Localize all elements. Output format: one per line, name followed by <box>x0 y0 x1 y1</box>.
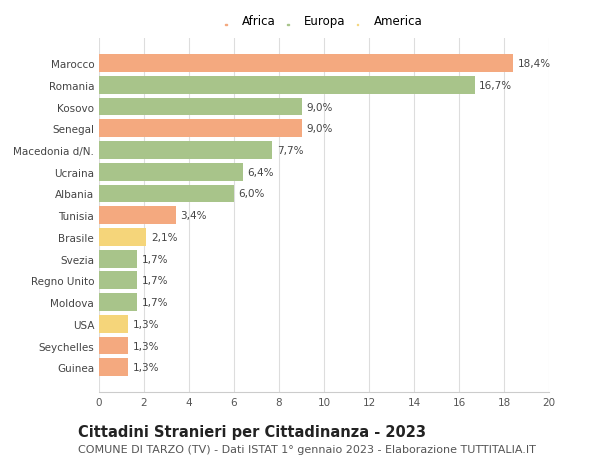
Bar <box>99 55 513 73</box>
Text: 1,7%: 1,7% <box>142 297 168 308</box>
Text: 9,0%: 9,0% <box>306 124 332 134</box>
Text: COMUNE DI TARZO (TV) - Dati ISTAT 1° gennaio 2023 - Elaborazione TUTTITALIA.IT: COMUNE DI TARZO (TV) - Dati ISTAT 1° gen… <box>78 444 536 454</box>
Text: 1,3%: 1,3% <box>133 341 159 351</box>
Bar <box>99 185 234 203</box>
Text: 7,7%: 7,7% <box>277 146 303 156</box>
Bar <box>99 98 302 116</box>
Text: Cittadini Stranieri per Cittadinanza - 2023: Cittadini Stranieri per Cittadinanza - 2… <box>78 425 426 440</box>
Bar <box>99 337 128 355</box>
Legend: Africa, Europa, America: Africa, Europa, America <box>226 15 422 28</box>
Bar <box>99 77 475 95</box>
Bar <box>99 272 137 290</box>
Text: 1,3%: 1,3% <box>133 363 159 373</box>
Text: 18,4%: 18,4% <box>517 59 551 69</box>
Text: 6,0%: 6,0% <box>239 189 265 199</box>
Text: 1,7%: 1,7% <box>142 254 168 264</box>
Bar <box>99 294 137 311</box>
Bar <box>99 250 137 268</box>
Text: 3,4%: 3,4% <box>180 211 206 221</box>
Text: 1,7%: 1,7% <box>142 276 168 286</box>
Text: 6,4%: 6,4% <box>248 168 274 177</box>
Bar <box>99 229 146 246</box>
Bar <box>99 120 302 138</box>
Text: 16,7%: 16,7% <box>479 81 512 90</box>
Text: 9,0%: 9,0% <box>306 102 332 112</box>
Bar <box>99 163 243 181</box>
Text: 2,1%: 2,1% <box>151 232 177 242</box>
Bar <box>99 315 128 333</box>
Text: 1,3%: 1,3% <box>133 319 159 329</box>
Bar <box>99 358 128 376</box>
Bar <box>99 142 272 160</box>
Bar <box>99 207 176 224</box>
